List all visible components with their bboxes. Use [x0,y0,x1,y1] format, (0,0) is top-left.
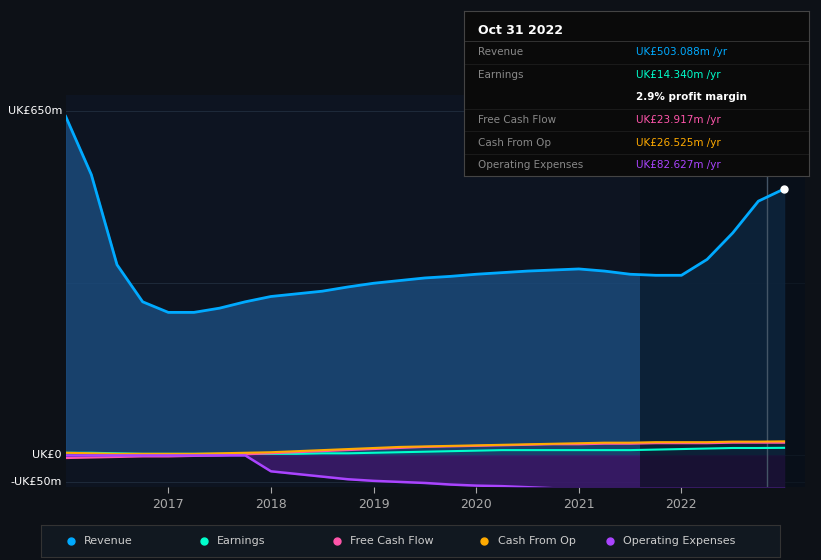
Text: Free Cash Flow: Free Cash Flow [350,536,433,546]
Text: Operating Expenses: Operating Expenses [478,160,583,170]
Text: Cash From Op: Cash From Op [478,138,551,147]
Text: UK£26.525m /yr: UK£26.525m /yr [636,138,721,147]
Text: UK£650m: UK£650m [7,106,62,116]
Text: UK£23.917m /yr: UK£23.917m /yr [636,115,721,125]
Text: UK£503.088m /yr: UK£503.088m /yr [636,47,727,57]
Text: Oct 31 2022: Oct 31 2022 [478,25,562,38]
Text: UK£0: UK£0 [33,450,62,460]
Text: Free Cash Flow: Free Cash Flow [478,115,556,125]
Text: 2.9% profit margin: 2.9% profit margin [636,92,747,102]
Bar [640,95,805,487]
Text: Revenue: Revenue [478,47,523,57]
Text: UK£14.340m /yr: UK£14.340m /yr [636,70,721,80]
Text: -UK£50m: -UK£50m [11,477,62,487]
Text: UK£82.627m /yr: UK£82.627m /yr [636,160,721,170]
Text: Operating Expenses: Operating Expenses [623,536,736,546]
Text: Earnings: Earnings [217,536,265,546]
Text: Revenue: Revenue [84,536,133,546]
Text: Earnings: Earnings [478,70,523,80]
Text: Cash From Op: Cash From Op [498,536,576,546]
